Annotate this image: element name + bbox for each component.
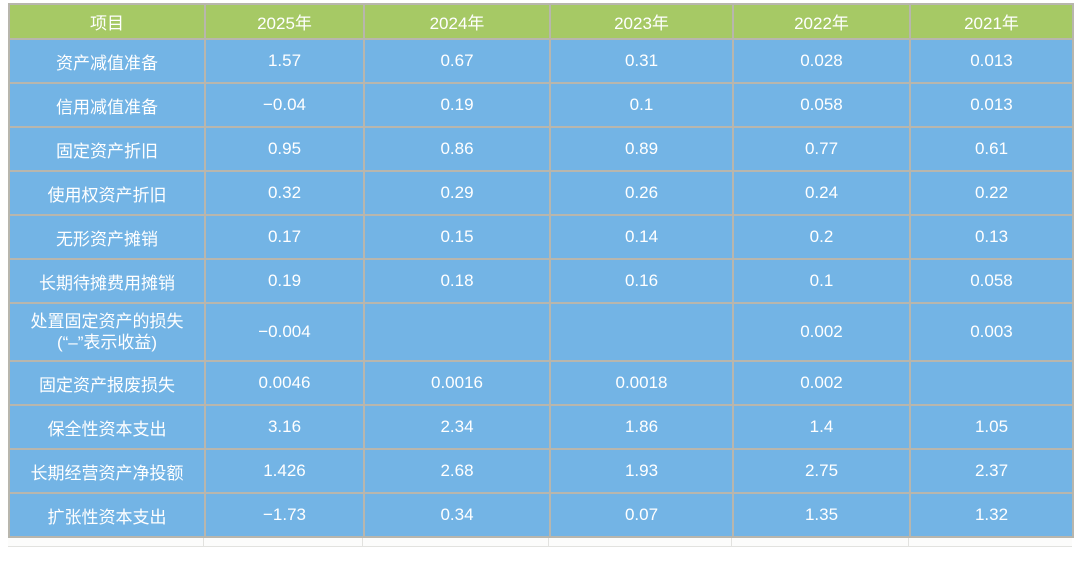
table-row: 扩张性资本支出 −1.73 0.34 0.07 1.35 1.32 xyxy=(8,492,1074,538)
table-row: 保全性资本支出 3.16 2.34 1.86 1.4 1.05 xyxy=(8,404,1074,450)
value-cell: 0.31 xyxy=(549,38,734,84)
value-cell: −0.004 xyxy=(204,302,365,362)
value-cell: 0.013 xyxy=(909,38,1074,84)
column-header-item: 项目 xyxy=(8,3,206,40)
column-header-2021: 2021年 xyxy=(909,3,1074,40)
table-row: 固定资产报废损失 0.0046 0.0016 0.0018 0.002 xyxy=(8,360,1074,406)
empty-cell xyxy=(8,538,204,546)
row-label: 处置固定资产的损失 (“–”表示收益) xyxy=(8,302,206,362)
header-row: 项目 2025年 2024年 2023年 2022年 2021年 xyxy=(8,3,1074,40)
value-cell: 0.18 xyxy=(363,258,551,304)
value-cell: 0.17 xyxy=(204,214,365,260)
empty-cell xyxy=(732,538,909,546)
value-cell: 0.1 xyxy=(549,82,734,128)
empty-cell xyxy=(909,538,1072,546)
value-cell: 0.32 xyxy=(204,170,365,216)
table-row: 固定资产折旧 0.95 0.86 0.89 0.77 0.61 xyxy=(8,126,1074,172)
row-label: 固定资产报废损失 xyxy=(8,360,206,406)
table-row: 长期待摊费用摊销 0.19 0.18 0.16 0.1 0.058 xyxy=(8,258,1074,304)
value-cell: 0.19 xyxy=(363,82,551,128)
column-header-2025: 2025年 xyxy=(204,3,365,40)
value-cell: 1.35 xyxy=(732,492,911,538)
value-cell: 0.002 xyxy=(732,360,911,406)
value-cell: 1.426 xyxy=(204,448,365,494)
column-header-2022: 2022年 xyxy=(732,3,911,40)
value-cell: 0.028 xyxy=(732,38,911,84)
value-cell xyxy=(909,360,1074,406)
value-cell: 2.68 xyxy=(363,448,551,494)
table-row: 长期经营资产净投额 1.426 2.68 1.93 2.75 2.37 xyxy=(8,448,1074,494)
value-cell: 0.0016 xyxy=(363,360,551,406)
value-cell: 0.15 xyxy=(363,214,551,260)
row-label: 长期经营资产净投额 xyxy=(8,448,206,494)
value-cell: 1.93 xyxy=(549,448,734,494)
value-cell: 0.19 xyxy=(204,258,365,304)
value-cell: 0.86 xyxy=(363,126,551,172)
table-row: 无形资产摊销 0.17 0.15 0.14 0.2 0.13 xyxy=(8,214,1074,260)
value-cell: 0.14 xyxy=(549,214,734,260)
value-cell: 0.013 xyxy=(909,82,1074,128)
row-label-main: 处置固定资产的损失 xyxy=(30,312,184,331)
value-cell: 0.26 xyxy=(549,170,734,216)
row-label: 使用权资产折旧 xyxy=(8,170,206,216)
value-cell: 0.22 xyxy=(909,170,1074,216)
row-label: 保全性资本支出 xyxy=(8,404,206,450)
row-label: 资产减值准备 xyxy=(8,38,206,84)
value-cell: 0.34 xyxy=(363,492,551,538)
table-row: 信用减值准备 −0.04 0.19 0.1 0.058 0.013 xyxy=(8,82,1074,128)
table-row: 处置固定资产的损失 (“–”表示收益) −0.004 0.002 0.003 xyxy=(8,302,1074,362)
value-cell: 2.37 xyxy=(909,448,1074,494)
value-cell: 0.61 xyxy=(909,126,1074,172)
value-cell: 1.32 xyxy=(909,492,1074,538)
value-cell: 0.67 xyxy=(363,38,551,84)
value-cell: 0.0018 xyxy=(549,360,734,406)
value-cell: 0.89 xyxy=(549,126,734,172)
value-cell: 0.1 xyxy=(732,258,911,304)
value-cell xyxy=(363,302,551,362)
row-label-note: (“–”表示收益) xyxy=(56,333,158,352)
table-row: 使用权资产折旧 0.32 0.29 0.26 0.24 0.22 xyxy=(8,170,1074,216)
value-cell: 0.002 xyxy=(732,302,911,362)
value-cell: 2.34 xyxy=(363,404,551,450)
empty-next-row-strip xyxy=(8,538,1072,547)
value-cell: 1.4 xyxy=(732,404,911,450)
empty-cell xyxy=(363,538,549,546)
row-label: 固定资产折旧 xyxy=(8,126,206,172)
value-cell: 0.29 xyxy=(363,170,551,216)
value-cell: 0.95 xyxy=(204,126,365,172)
row-label: 扩张性资本支出 xyxy=(8,492,206,538)
value-cell: 0.003 xyxy=(909,302,1074,362)
empty-cell xyxy=(204,538,363,546)
value-cell: 0.77 xyxy=(732,126,911,172)
value-cell: 0.2 xyxy=(732,214,911,260)
value-cell: −0.04 xyxy=(204,82,365,128)
value-cell: 1.57 xyxy=(204,38,365,84)
value-cell: 0.24 xyxy=(732,170,911,216)
value-cell: 1.05 xyxy=(909,404,1074,450)
financial-table: 项目 2025年 2024年 2023年 2022年 2021年 资产减值准备 … xyxy=(8,3,1074,538)
column-header-2023: 2023年 xyxy=(549,3,734,40)
value-cell: 0.13 xyxy=(909,214,1074,260)
value-cell: 0.07 xyxy=(549,492,734,538)
row-label: 信用减值准备 xyxy=(8,82,206,128)
value-cell: 0.058 xyxy=(909,258,1074,304)
value-cell: 0.058 xyxy=(732,82,911,128)
value-cell: 2.75 xyxy=(732,448,911,494)
empty-cell xyxy=(549,538,732,546)
value-cell: −1.73 xyxy=(204,492,365,538)
value-cell: 0.16 xyxy=(549,258,734,304)
value-cell: 3.16 xyxy=(204,404,365,450)
row-label: 无形资产摊销 xyxy=(8,214,206,260)
value-cell: 1.86 xyxy=(549,404,734,450)
column-header-2024: 2024年 xyxy=(363,3,551,40)
row-label: 长期待摊费用摊销 xyxy=(8,258,206,304)
value-cell xyxy=(549,302,734,362)
value-cell: 0.0046 xyxy=(204,360,365,406)
table-row: 资产减值准备 1.57 0.67 0.31 0.028 0.013 xyxy=(8,38,1074,84)
